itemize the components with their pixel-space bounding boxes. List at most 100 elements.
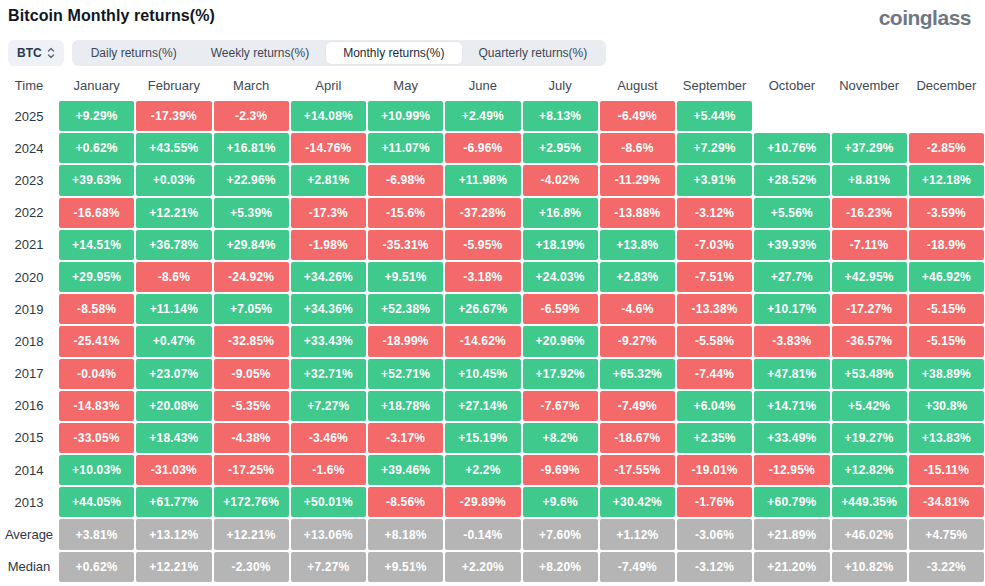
return-cell: -17.3%	[290, 197, 367, 229]
return-cell: +10.03%	[58, 454, 135, 486]
return-cell: +7.29%	[676, 132, 753, 164]
return-cell: -7.11%	[831, 229, 908, 261]
table-row: Median+0.62%+12.21%-2.30%+7.27%+9.51%+2.…	[0, 551, 985, 583]
return-cell: -35.31%	[367, 229, 444, 261]
return-cell: +9.51%	[367, 261, 444, 293]
tab-monthly-returns[interactable]: Monthly returns(%)	[326, 42, 461, 64]
return-cell: -5.95%	[444, 229, 521, 261]
return-cell: -17.25%	[213, 454, 290, 486]
return-cell: +10.17%	[753, 293, 830, 325]
return-cell: -3.22%	[908, 551, 985, 583]
table-row: 2013+44.05%+61.77%+172.76%+50.01%-8.56%-…	[0, 486, 985, 518]
return-cell: -8.6%	[599, 132, 676, 164]
return-cell: +7.27%	[290, 551, 367, 583]
return-cell: -8.56%	[367, 486, 444, 518]
return-cell: -8.6%	[135, 261, 212, 293]
row-label: 2024	[0, 132, 58, 164]
return-cell: +27.14%	[444, 390, 521, 422]
return-cell: +1.12%	[599, 518, 676, 550]
tab-weekly-returns[interactable]: Weekly returns(%)	[194, 42, 326, 64]
row-label: 2013	[0, 486, 58, 518]
tab-daily-returns[interactable]: Daily returns(%)	[74, 42, 194, 64]
return-cell: +11.07%	[367, 132, 444, 164]
return-cell: +47.81%	[753, 358, 830, 390]
return-cell: +13.83%	[908, 422, 985, 454]
coin-select-value: BTC	[17, 46, 42, 60]
row-label: 2019	[0, 293, 58, 325]
return-cell: +33.43%	[290, 325, 367, 357]
return-cell: +13.8%	[599, 229, 676, 261]
return-cell: -3.83%	[753, 325, 830, 357]
return-cell: -37.28%	[444, 197, 521, 229]
return-cell: +0.62%	[58, 132, 135, 164]
month-column-header: June	[444, 70, 521, 100]
return-cell: +26.67%	[444, 293, 521, 325]
return-cell: +21.89%	[753, 518, 830, 550]
return-cell: +46.92%	[908, 261, 985, 293]
return-cell: +30.8%	[908, 390, 985, 422]
return-cell: +12.21%	[135, 551, 212, 583]
return-cell: -4.02%	[522, 164, 599, 196]
return-cell: +61.77%	[135, 486, 212, 518]
return-cell: +172.76%	[213, 486, 290, 518]
return-cell: -5.15%	[908, 325, 985, 357]
row-label: 2015	[0, 422, 58, 454]
return-cell: +24.03%	[522, 261, 599, 293]
row-label: 2016	[0, 390, 58, 422]
return-cell: +10.99%	[367, 100, 444, 132]
month-column-header: October	[753, 70, 830, 100]
return-cell: +14.71%	[753, 390, 830, 422]
return-cell: -18.67%	[599, 422, 676, 454]
coin-select[interactable]: BTC	[8, 40, 64, 66]
return-cell: +8.18%	[367, 518, 444, 550]
return-cell: +20.96%	[522, 325, 599, 357]
returns-table: TimeJanuaryFebruaryMarchAprilMayJuneJuly…	[0, 70, 985, 583]
return-cell: +65.32%	[599, 358, 676, 390]
return-cell: -7.67%	[522, 390, 599, 422]
return-cell: -17.27%	[831, 293, 908, 325]
return-cell: -9.69%	[522, 454, 599, 486]
return-cell: +2.81%	[290, 164, 367, 196]
return-cell: +23.07%	[135, 358, 212, 390]
tab-quarterly-returns[interactable]: Quarterly returns(%)	[462, 42, 605, 64]
return-cell: -5.58%	[676, 325, 753, 357]
return-cell: -16.68%	[58, 197, 135, 229]
return-cell: +2.49%	[444, 100, 521, 132]
return-cell: -7.03%	[676, 229, 753, 261]
row-label: 2023	[0, 164, 58, 196]
return-cell: +27.7%	[753, 261, 830, 293]
return-cell: -0.14%	[444, 518, 521, 550]
return-cell: +2.95%	[522, 132, 599, 164]
month-column-header: July	[522, 70, 599, 100]
table-row: 2018-25.41%+0.47%-32.85%+33.43%-18.99%-1…	[0, 325, 985, 357]
return-cell: +12.21%	[135, 197, 212, 229]
return-cell: +12.18%	[908, 164, 985, 196]
return-cell: -16.23%	[831, 197, 908, 229]
table-row: 2025+9.29%-17.39%-2.3%+14.08%+10.99%+2.4…	[0, 100, 985, 132]
return-cell	[908, 100, 985, 132]
return-cell: +16.8%	[522, 197, 599, 229]
return-cell: -4.38%	[213, 422, 290, 454]
return-cell: +29.95%	[58, 261, 135, 293]
return-cell: +13.06%	[290, 518, 367, 550]
return-cell: +6.04%	[676, 390, 753, 422]
return-cell	[831, 100, 908, 132]
return-cell: -24.92%	[213, 261, 290, 293]
return-cell: +17.92%	[522, 358, 599, 390]
return-cell: +19.27%	[831, 422, 908, 454]
return-cell: +18.78%	[367, 390, 444, 422]
table-row: 2015-33.05%+18.43%-4.38%-3.46%-3.17%+15.…	[0, 422, 985, 454]
return-cell: +44.05%	[58, 486, 135, 518]
return-cell: +21.20%	[753, 551, 830, 583]
return-cell: -3.18%	[444, 261, 521, 293]
return-cell: +8.13%	[522, 100, 599, 132]
table-row: 2020+29.95%-8.6%-24.92%+34.26%+9.51%-3.1…	[0, 261, 985, 293]
return-cell: -6.98%	[367, 164, 444, 196]
return-cell: -36.57%	[831, 325, 908, 357]
return-cell: +52.71%	[367, 358, 444, 390]
return-cell: -3.06%	[676, 518, 753, 550]
return-cell: -7.49%	[599, 390, 676, 422]
controls-bar: BTC Daily returns(%)Weekly returns(%)Mon…	[8, 40, 985, 66]
table-row: Average+3.81%+13.12%+12.21%+13.06%+8.18%…	[0, 518, 985, 550]
return-cell: +34.26%	[290, 261, 367, 293]
